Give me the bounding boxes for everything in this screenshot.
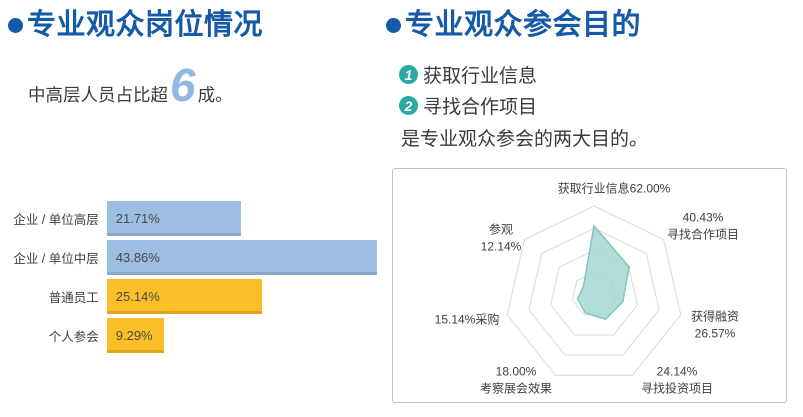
radar-chart-svg bbox=[506, 205, 682, 376]
point-item-2: 2 寻找合作项目 bbox=[399, 92, 537, 119]
bar-track: 43.86% bbox=[106, 240, 380, 275]
subtitle-prefix: 中高层人员占比超 bbox=[28, 85, 168, 105]
bullet-dot-icon bbox=[8, 17, 23, 33]
bar-value-label: 25.14% bbox=[115, 289, 160, 304]
bar-row: 企业 / 单位高层 21.71% bbox=[8, 201, 380, 236]
radar-label-line: 考察展会效果 bbox=[479, 382, 553, 396]
radar-label-line: 15.14%采购 bbox=[434, 312, 500, 327]
radar-axis-label: 参观 12.14% bbox=[481, 222, 522, 257]
right-section-title-row: 专业观众参会目的 bbox=[386, 8, 641, 43]
radar-label-line: 12.14% bbox=[480, 240, 522, 254]
conclusion-text: 是专业观众参会的两大目的。 bbox=[401, 129, 649, 150]
radar-axis-label: 15.14%采购 bbox=[435, 311, 500, 328]
radar-label-line: 26.57% bbox=[694, 327, 736, 341]
point-1-text: 获取行业信息 bbox=[423, 66, 538, 87]
radar-label-line: 获得融资 bbox=[690, 309, 740, 324]
bar-chart: 企业 / 单位高层 21.71% 企业 / 单位中层 43.86% 普通员工 2… bbox=[8, 201, 380, 357]
subtitle-big-number: 6 bbox=[170, 59, 196, 111]
number-2-badge-icon: 2 bbox=[399, 96, 418, 115]
bar-track: 25.14% bbox=[106, 279, 380, 314]
bar-track: 21.71% bbox=[106, 201, 380, 236]
bar-value-label: 9.29% bbox=[115, 328, 153, 343]
left-subtitle: 中高层人员占比超 6 成。 bbox=[28, 62, 233, 108]
bar-category-label: 普通员工 bbox=[48, 291, 99, 305]
radar-axis-label: 40.43% 寻找合作项目 bbox=[667, 210, 739, 245]
bar-fill: 43.86% bbox=[106, 240, 377, 275]
bar-category-label: 个人参会 bbox=[48, 330, 99, 344]
number-1-badge-icon: 1 bbox=[399, 65, 418, 84]
bar-value-label: 43.86% bbox=[115, 250, 160, 265]
bar-track: 9.29% bbox=[106, 318, 380, 353]
radar-label-line: 18.00% bbox=[495, 364, 537, 379]
bar-row: 个人参会 9.29% bbox=[8, 318, 380, 353]
bullet-dot-icon bbox=[386, 17, 401, 33]
radar-axis-label: 获得融资 26.57% bbox=[691, 309, 739, 344]
radar-axis-label: 18.00% 考察展会效果 bbox=[480, 364, 552, 399]
radar-axis-label: 获取行业信息62.00% bbox=[558, 180, 671, 197]
bar-fill: 21.71% bbox=[106, 201, 241, 236]
radar-label-line: 40.43% bbox=[682, 210, 724, 225]
bar-category-label: 企业 / 单位高层 bbox=[13, 213, 99, 227]
left-section-title-row: 专业观众岗位情况 bbox=[8, 8, 263, 43]
left-section-title: 专业观众岗位情况 bbox=[27, 9, 264, 41]
radar-panel: 获取行业信息62.00% 40.43% 寻找合作项目 获得融资 26.57% 2… bbox=[392, 168, 787, 403]
radar-label-line: 寻找投资项目 bbox=[640, 382, 714, 396]
radar-label-line: 寻找合作项目 bbox=[666, 228, 740, 242]
subtitle-suffix: 成。 bbox=[197, 85, 233, 105]
radar-axis-label: 24.14% 寻找投资项目 bbox=[641, 364, 713, 399]
point-item-1: 1 获取行业信息 bbox=[399, 61, 537, 88]
bar-row: 企业 / 单位中层 43.86% bbox=[8, 240, 380, 275]
bar-category-label: 企业 / 单位中层 bbox=[13, 252, 99, 266]
bar-fill: 25.14% bbox=[106, 279, 262, 314]
right-section-title: 专业观众参会目的 bbox=[405, 9, 642, 41]
radar-label-line: 参观 bbox=[488, 222, 514, 237]
bar-value-label: 21.71% bbox=[115, 211, 160, 226]
radar-label-line: 24.14% bbox=[656, 364, 698, 379]
bar-fill: 9.29% bbox=[106, 318, 164, 353]
radar-label-line: 获取行业信息62.00% bbox=[557, 181, 671, 196]
point-2-text: 寻找合作项目 bbox=[423, 97, 538, 118]
bar-row: 普通员工 25.14% bbox=[8, 279, 380, 314]
